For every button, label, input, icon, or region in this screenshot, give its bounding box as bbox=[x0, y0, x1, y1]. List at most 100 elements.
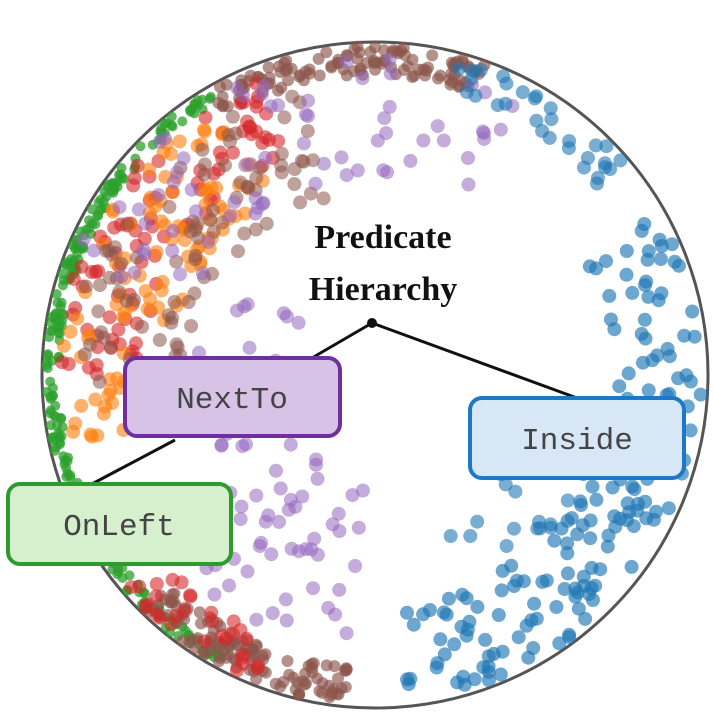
next-to-label: NextTo bbox=[176, 383, 288, 418]
inside-point bbox=[473, 63, 488, 77]
brown-point bbox=[135, 319, 149, 334]
brown-point bbox=[187, 286, 202, 301]
next-to-point bbox=[234, 499, 249, 514]
inside-point bbox=[638, 278, 652, 293]
brown-point bbox=[351, 52, 364, 65]
brown-point bbox=[285, 62, 298, 75]
next-to-point bbox=[165, 224, 180, 238]
brown-point bbox=[248, 222, 263, 237]
inside-point bbox=[507, 521, 521, 536]
inside-point bbox=[400, 672, 415, 687]
inside-point bbox=[640, 252, 655, 267]
on-left-point bbox=[98, 196, 109, 207]
red-point bbox=[250, 661, 265, 675]
next-to-point bbox=[255, 196, 270, 211]
on-left-point bbox=[177, 116, 188, 127]
next-to-box bbox=[123, 356, 342, 438]
brown-point bbox=[272, 84, 285, 97]
on-left-point bbox=[57, 268, 68, 279]
brown-point bbox=[250, 673, 263, 686]
inside-point bbox=[626, 519, 641, 534]
inside-point bbox=[478, 632, 493, 647]
next-to-point bbox=[306, 581, 320, 596]
inside-point bbox=[619, 267, 634, 282]
next-to-point bbox=[280, 309, 294, 324]
next-to-point bbox=[112, 200, 127, 215]
on-left-point bbox=[95, 205, 106, 216]
inside-point bbox=[447, 637, 462, 652]
inside-point bbox=[583, 513, 598, 528]
brown-point bbox=[262, 61, 275, 74]
red-point bbox=[91, 264, 106, 279]
brown-point bbox=[205, 203, 220, 218]
inside-point bbox=[495, 563, 510, 578]
brown-point bbox=[281, 655, 294, 667]
inside-point bbox=[443, 529, 458, 543]
inside-point bbox=[589, 492, 604, 507]
orange-point bbox=[70, 311, 85, 326]
brown-point bbox=[184, 319, 199, 333]
inside-point bbox=[406, 617, 421, 632]
brown-point bbox=[269, 677, 282, 690]
inside-point bbox=[560, 546, 575, 561]
inside-point bbox=[470, 599, 485, 614]
edge-root-to-nextto bbox=[304, 321, 373, 364]
inside-point bbox=[683, 374, 698, 389]
next-to-point bbox=[230, 303, 244, 318]
next-to-point bbox=[131, 202, 146, 217]
orange-point bbox=[154, 283, 169, 298]
inside-point bbox=[539, 573, 554, 588]
next-to-point bbox=[263, 99, 278, 114]
red-point bbox=[226, 614, 241, 629]
inside-point bbox=[661, 501, 676, 516]
next-to-point bbox=[307, 531, 322, 546]
next-to-point bbox=[436, 133, 451, 148]
next-to-point bbox=[223, 208, 238, 223]
next-to-point bbox=[339, 626, 354, 641]
next-to-point bbox=[301, 109, 315, 123]
inside-point bbox=[529, 113, 544, 128]
inside-point bbox=[467, 672, 482, 687]
next-to-point bbox=[272, 514, 286, 529]
red-point bbox=[183, 588, 198, 603]
brown-point bbox=[274, 66, 287, 78]
brown-point bbox=[299, 667, 312, 680]
next-to-point bbox=[279, 613, 294, 628]
red-point bbox=[249, 99, 264, 114]
orange-point bbox=[163, 146, 178, 161]
brown-point bbox=[77, 347, 92, 362]
brown-point bbox=[220, 78, 233, 91]
red-point bbox=[127, 170, 142, 185]
inside-point bbox=[612, 379, 627, 394]
inside-point bbox=[605, 480, 620, 495]
orange-point bbox=[151, 300, 166, 315]
inside-point bbox=[599, 254, 613, 269]
next-to-point bbox=[284, 541, 299, 556]
brown-point bbox=[259, 648, 272, 661]
brown-point bbox=[167, 295, 182, 309]
on-left-point bbox=[46, 325, 57, 336]
next-to-point bbox=[283, 437, 298, 452]
red-point bbox=[138, 598, 153, 613]
inside-point bbox=[459, 591, 474, 606]
orange-point bbox=[63, 324, 78, 339]
inside-point bbox=[570, 527, 585, 542]
inside-point bbox=[535, 124, 550, 138]
on-left-point bbox=[184, 105, 195, 116]
brown-point bbox=[316, 191, 331, 206]
brown-point bbox=[293, 70, 306, 83]
inside-point bbox=[607, 322, 622, 337]
next-to-point bbox=[348, 559, 363, 573]
brown-point bbox=[168, 587, 181, 600]
inside-point bbox=[654, 286, 669, 301]
next-to-point bbox=[269, 463, 283, 478]
inside-point bbox=[507, 579, 521, 594]
next-to-point bbox=[242, 340, 257, 355]
next-to-point bbox=[258, 150, 273, 165]
next-to-point bbox=[339, 54, 354, 69]
brown-point bbox=[277, 110, 292, 125]
node-inside: Inside bbox=[468, 396, 686, 480]
next-to-point bbox=[249, 612, 264, 627]
inside-point bbox=[624, 559, 639, 574]
red-point bbox=[236, 656, 251, 671]
